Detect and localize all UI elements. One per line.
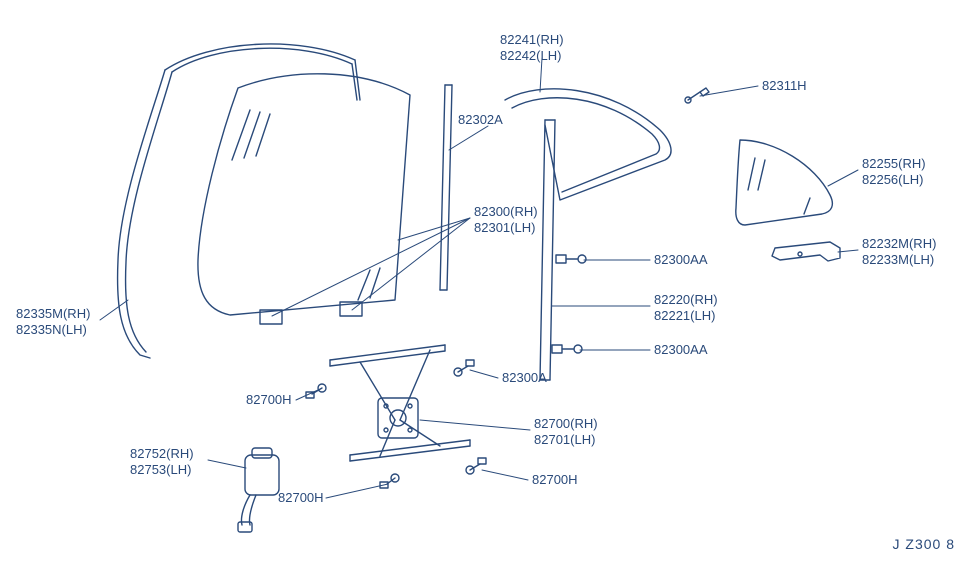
label-82335M: 82335M(RH) 82335N(LH) — [16, 306, 90, 339]
label-82311H: 82311H — [762, 78, 807, 94]
label-text: 82300AA — [654, 342, 708, 357]
label-text: 82753(LH) — [130, 462, 191, 477]
label-text: 82221(LH) — [654, 308, 715, 323]
label-82300AA-1: 82300AA — [654, 252, 708, 268]
label-text: 82302A — [458, 112, 503, 127]
label-82700H-3: 82700H — [532, 472, 578, 488]
label-82300A: 82300A — [502, 370, 547, 386]
label-text: 82232M(RH) — [862, 236, 936, 251]
label-text: 82233M(LH) — [862, 252, 934, 267]
label-text: 82700H — [246, 392, 292, 407]
label-text: 82701(LH) — [534, 432, 595, 447]
label-text: 82301(LH) — [474, 220, 535, 235]
label-text: 82700H — [278, 490, 324, 505]
label-text: 82700(RH) — [534, 416, 598, 431]
label-text: 82311H — [762, 78, 807, 93]
label-82700H-2: 82700H — [278, 490, 324, 506]
label-text: 82300(RH) — [474, 204, 538, 219]
label-82752: 82752(RH) 82753(LH) — [130, 446, 194, 479]
label-82241: 82241(RH) 82242(LH) — [500, 32, 564, 65]
code-text: J Z300 8 — [893, 536, 955, 552]
label-text: 82255(RH) — [862, 156, 926, 171]
label-82300: 82300(RH) 82301(LH) — [474, 204, 538, 237]
label-82220: 82220(RH) 82221(LH) — [654, 292, 718, 325]
diagram-code: J Z300 8 — [893, 536, 955, 552]
label-text: 82300A — [502, 370, 547, 385]
label-82300AA-2: 82300AA — [654, 342, 708, 358]
parts-diagram — [0, 0, 975, 566]
label-text: 82335M(RH) — [16, 306, 90, 321]
label-82232M: 82232M(RH) 82233M(LH) — [862, 236, 936, 269]
label-text: 82242(LH) — [500, 48, 561, 63]
label-text: 82700H — [532, 472, 578, 487]
label-82302A: 82302A — [458, 112, 503, 128]
label-text: 82220(RH) — [654, 292, 718, 307]
label-text: 82241(RH) — [500, 32, 564, 47]
label-82700H-1: 82700H — [246, 392, 292, 408]
label-text: 82300AA — [654, 252, 708, 267]
label-82700: 82700(RH) 82701(LH) — [534, 416, 598, 449]
label-82255: 82255(RH) 82256(LH) — [862, 156, 926, 189]
label-text: 82752(RH) — [130, 446, 194, 461]
label-text: 82335N(LH) — [16, 322, 87, 337]
label-text: 82256(LH) — [862, 172, 923, 187]
